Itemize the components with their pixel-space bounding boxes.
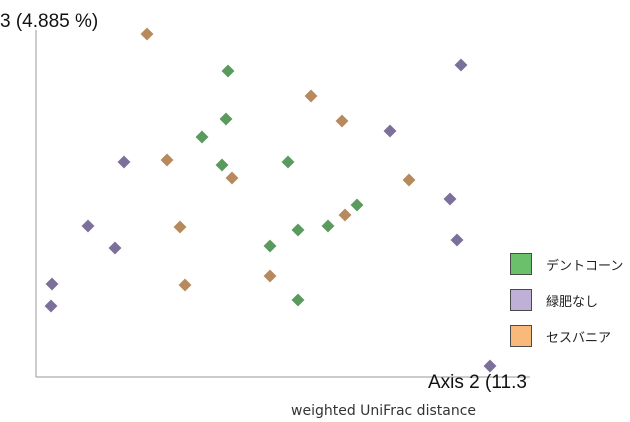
legend-item-sesbania: セスバニア (510, 323, 611, 349)
point-dent-corn-9 (262, 238, 278, 254)
legend-item-no-green-manure: 緑肥なし (510, 287, 598, 313)
point-sesbania-6 (401, 172, 417, 188)
point-no-green-manure-5 (80, 218, 96, 234)
y-axis-label: 3 (4.885 %) (0, 11, 98, 32)
point-sesbania-1 (139, 26, 155, 42)
point-sesbania-3 (334, 113, 350, 129)
point-sesbania-4 (159, 152, 175, 168)
point-no-green-manure-9 (43, 298, 59, 314)
data-points (43, 26, 498, 374)
point-no-green-manure-8 (44, 276, 60, 292)
x-axis-label: Axis 2 (11.3 (428, 372, 527, 393)
point-dent-corn-4 (214, 157, 230, 173)
point-no-green-manure-2 (382, 123, 398, 139)
point-no-green-manure-1 (453, 57, 469, 73)
point-sesbania-8 (172, 219, 188, 235)
point-no-green-manure-3 (116, 154, 132, 170)
chart-caption: weighted UniFrac distance (291, 403, 477, 419)
point-dent-corn-8 (290, 222, 306, 238)
legend-swatch-no-green-manure (510, 289, 532, 311)
point-dent-corn-6 (349, 197, 365, 213)
point-sesbania-7 (337, 207, 353, 223)
point-dent-corn-5 (280, 154, 296, 170)
point-no-green-manure-4 (442, 191, 458, 207)
point-no-green-manure-7 (107, 240, 123, 256)
legend-swatch-dent-corn (510, 253, 532, 275)
point-sesbania-10 (177, 277, 193, 293)
legend-item-dent-corn: デントコーン (510, 251, 623, 277)
point-no-green-manure-10 (482, 358, 498, 374)
point-no-green-manure-6 (449, 232, 465, 248)
legend-label-dent-corn: デントコーン (546, 258, 624, 274)
legend-label-no-green-manure: 緑肥なし (546, 294, 599, 310)
point-dent-corn-7 (320, 218, 336, 234)
point-dent-corn-2 (218, 111, 234, 127)
point-dent-corn-10 (290, 292, 306, 308)
legend-swatch-sesbania (510, 325, 532, 347)
point-sesbania-9 (262, 268, 278, 284)
legend-label-sesbania: セスバニア (546, 330, 612, 346)
point-sesbania-5 (224, 170, 240, 186)
point-dent-corn-1 (220, 63, 236, 79)
point-dent-corn-3 (194, 129, 210, 145)
point-sesbania-2 (303, 88, 319, 104)
